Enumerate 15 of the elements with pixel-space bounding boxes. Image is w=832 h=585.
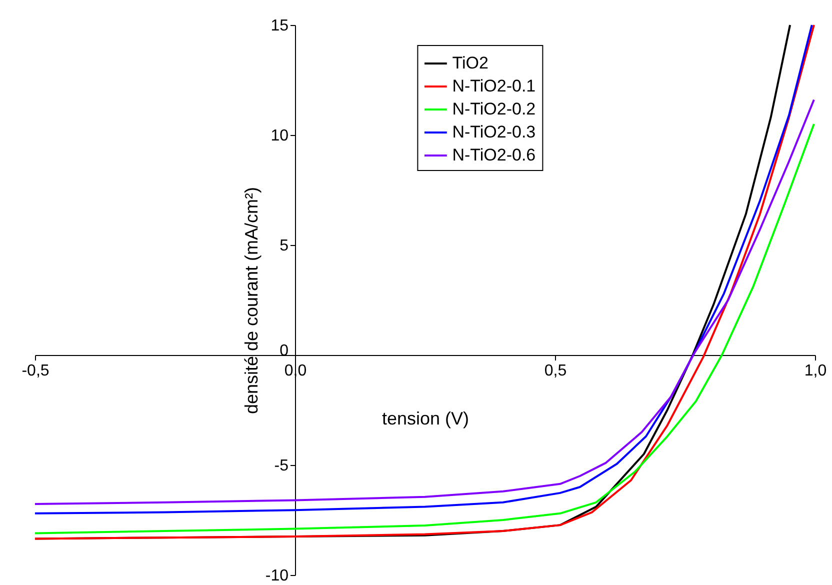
y-tick-label: -10 bbox=[265, 568, 289, 584]
legend-label: TiO2 bbox=[452, 54, 488, 72]
legend-label: N-TiO2-0.2 bbox=[452, 100, 536, 118]
x-axis-title: tension (V) bbox=[382, 408, 470, 428]
x-tick-label: 0,5 bbox=[544, 362, 567, 380]
y-tick-label: 15 bbox=[270, 18, 289, 34]
y-tick-label: -5 bbox=[274, 458, 289, 474]
legend-label: N-TiO2-0.6 bbox=[452, 146, 536, 164]
y-axis-title: densité de courant (mA/cm²) bbox=[241, 186, 262, 414]
legend-label: N-TiO2-0.1 bbox=[452, 76, 536, 96]
x-tick-label: -0,5 bbox=[22, 362, 50, 380]
y-tick-label: 5 bbox=[280, 238, 289, 254]
x-tick-label: 1,0 bbox=[804, 362, 827, 380]
legend-label: N-TiO2-0.3 bbox=[452, 122, 536, 142]
y-tick-label: 10 bbox=[270, 128, 289, 144]
